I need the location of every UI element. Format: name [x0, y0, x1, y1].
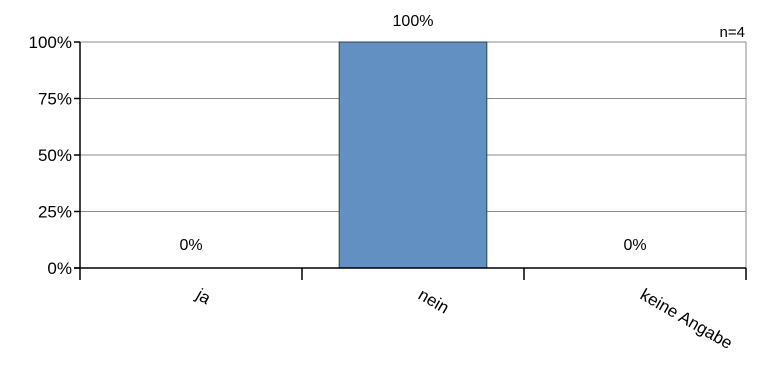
y-tick-label-1: 25% — [38, 203, 72, 222]
x-tick-label-2: keine Angabe — [637, 285, 736, 353]
bar-layer — [338, 41, 488, 269]
y-tick-label-4: 100% — [29, 33, 72, 52]
x-tick-label-1: nein — [415, 285, 452, 318]
data-label-1: 100% — [393, 13, 434, 30]
data-label-0: 0% — [179, 237, 202, 254]
bar-nein — [338, 41, 488, 269]
y-tick-label-3: 75% — [38, 90, 72, 109]
x-tick-label-0: ja — [192, 285, 214, 309]
y-tick-label-2: 50% — [38, 146, 72, 165]
data-label-2: 0% — [623, 237, 646, 254]
axis-layer — [74, 41, 747, 280]
sample-size-note: n=4 — [720, 24, 745, 41]
y-tick-label-0: 0% — [47, 259, 72, 278]
